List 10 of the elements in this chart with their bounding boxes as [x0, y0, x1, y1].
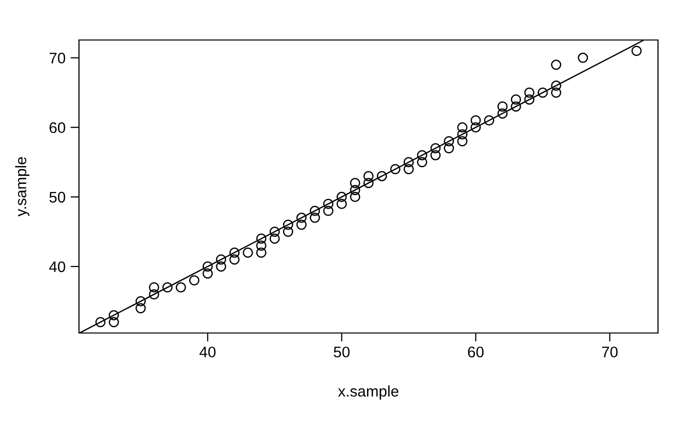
- y-axis-title: y.sample: [15, 157, 30, 216]
- y-tick-label: 70: [50, 52, 66, 64]
- y-tick-label: 50: [49, 192, 66, 203]
- x-tick-label: 60: [468, 346, 484, 358]
- x-tick-label: 70: [602, 346, 618, 358]
- x-tick-label: 50: [334, 346, 350, 358]
- y-tick-label: 60: [50, 122, 66, 134]
- y-tick-label: 40: [49, 261, 66, 272]
- x-tick-label: 40: [200, 346, 216, 358]
- x-axis-title: x.sample: [338, 385, 398, 400]
